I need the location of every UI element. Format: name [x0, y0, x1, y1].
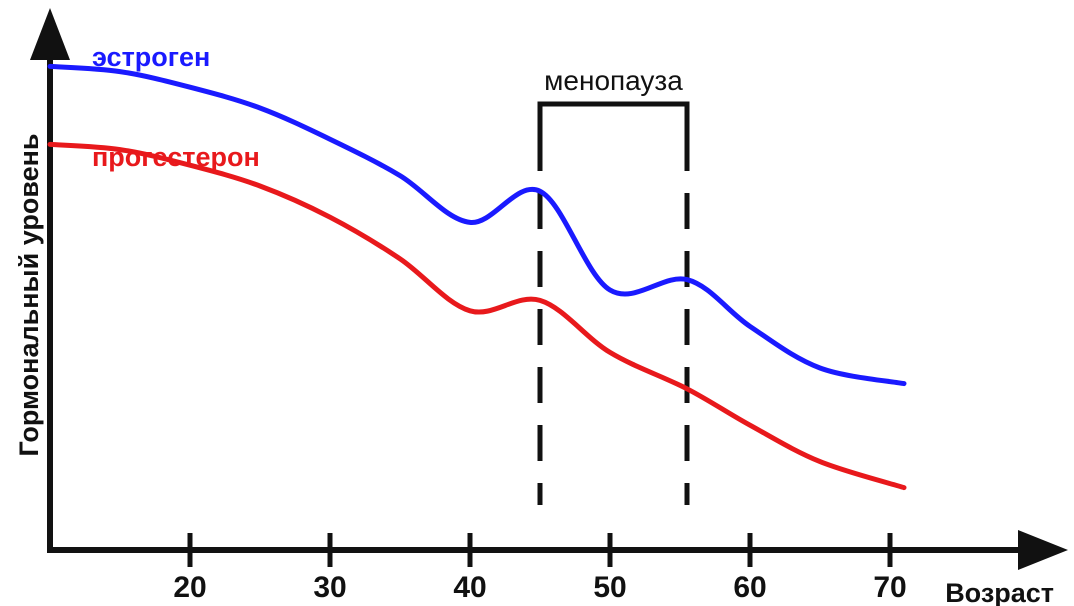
x-ticks: 20 30 40 50 60 70 — [173, 533, 907, 604]
axes — [30, 8, 1068, 570]
y-axis-label: Гормональный уровень — [14, 133, 44, 456]
x-tick-label: 20 — [173, 571, 206, 604]
menopause-annotation — [537, 101, 690, 505]
series-label-progesterone: прогестерон — [92, 142, 260, 172]
menopause-bracket — [537, 101, 690, 135]
x-tick-label: 50 — [593, 571, 626, 604]
y-axis-arrow — [30, 8, 70, 60]
x-tick-label: 40 — [453, 571, 486, 604]
x-tick-label: 60 — [733, 571, 766, 604]
x-tick-label: 70 — [873, 571, 906, 604]
x-axis-label: Возраст — [945, 578, 1054, 606]
x-tick-label: 30 — [313, 571, 346, 604]
series-line-estrogen — [47, 63, 907, 387]
menopause-label: менопауза — [544, 65, 683, 96]
labels: Возраст Гормональный уровень менопауза э… — [14, 42, 1054, 606]
x-axis-arrow — [1018, 530, 1068, 570]
series-lines — [47, 63, 907, 491]
series-label-estrogen: эстроген — [92, 42, 210, 72]
series-line-progesterone — [47, 141, 907, 491]
